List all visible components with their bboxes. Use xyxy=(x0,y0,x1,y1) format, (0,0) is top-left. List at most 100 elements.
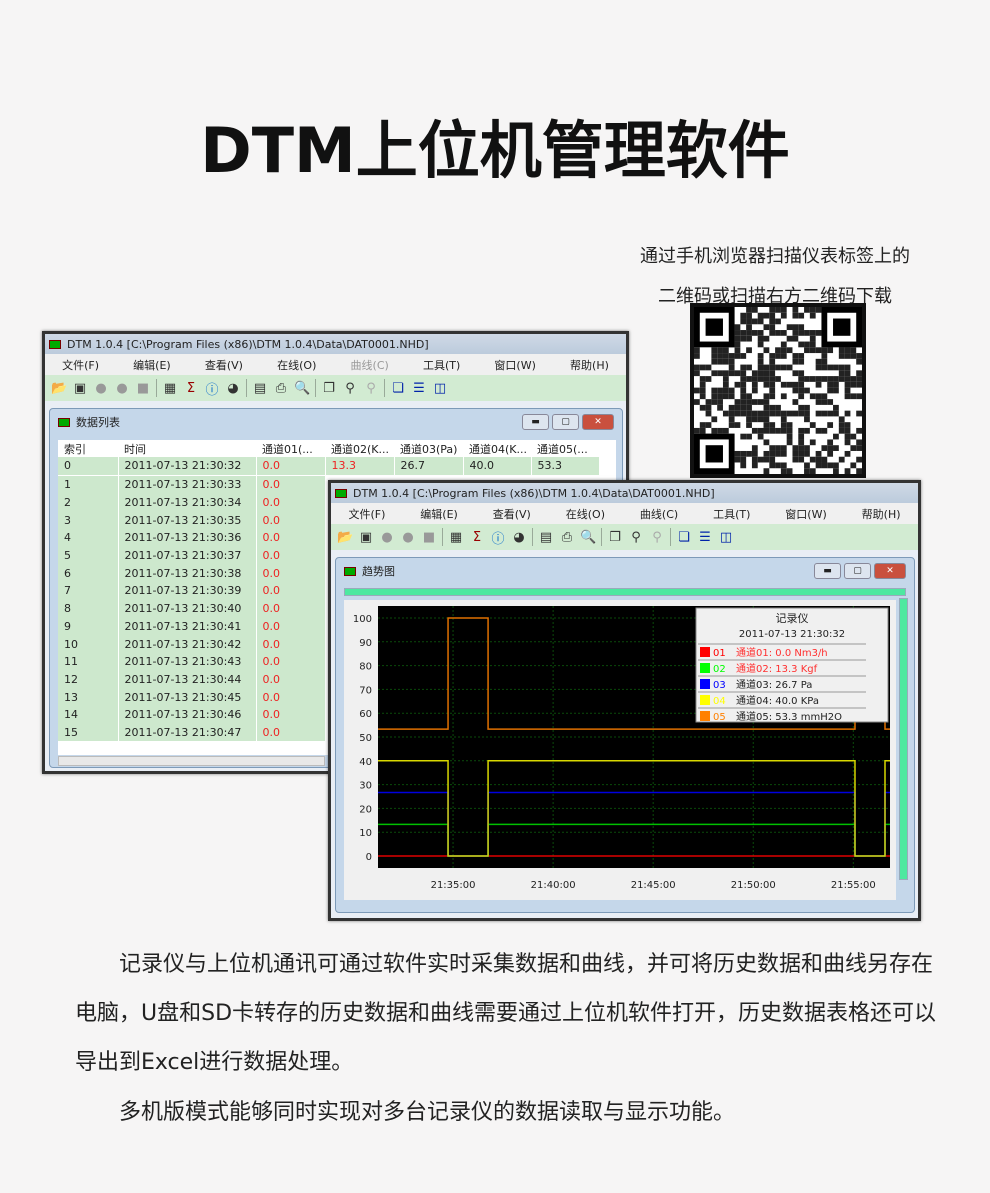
copy-icon[interactable]: ❐ xyxy=(609,529,621,545)
menu-item[interactable]: 查看(V) xyxy=(492,507,531,521)
toolbar-separator xyxy=(315,379,316,397)
column-header[interactable]: 时间 xyxy=(118,440,256,457)
table-cell: 2011-07-13 21:30:32 xyxy=(118,457,257,475)
menu-item[interactable]: 窗口(W) xyxy=(494,358,536,372)
menu-item[interactable]: 工具(T) xyxy=(713,507,751,521)
copy-icon[interactable]: ❐ xyxy=(323,380,335,396)
legend-id: 03 xyxy=(713,680,726,691)
stop-record-icon[interactable]: ● xyxy=(402,529,414,545)
column-header[interactable]: 通道05(... xyxy=(531,440,599,457)
maximize-button[interactable]: ▢ xyxy=(552,414,579,430)
horizontal-scrollbar[interactable] xyxy=(58,756,325,766)
column-header[interactable]: 通道02(K... xyxy=(325,440,394,457)
export-icon[interactable]: ▤ xyxy=(253,380,267,396)
title-bar[interactable]: DTM 1.0.4 [C:\Program Files (x86)\DTM 1.… xyxy=(45,334,626,354)
export-icon[interactable]: ▤ xyxy=(539,529,553,545)
stop-icon[interactable]: ■ xyxy=(136,380,150,396)
vertical-scrollbar[interactable] xyxy=(899,598,908,880)
tile-vertical-icon[interactable]: ◫ xyxy=(433,380,447,396)
minimize-button[interactable]: ▬ xyxy=(814,563,841,579)
table-cell: 11 xyxy=(58,652,119,671)
grid-icon[interactable]: ▦ xyxy=(163,380,177,396)
zoom-in-icon[interactable]: ⚲ xyxy=(345,380,355,396)
open-folder-icon[interactable]: 📂 xyxy=(51,380,68,396)
horizontal-scrollbar[interactable] xyxy=(344,588,906,596)
menu-item[interactable]: 文件(F) xyxy=(62,358,99,372)
tile-horizontal-icon[interactable]: ☰ xyxy=(699,529,711,545)
tile-vertical-icon[interactable]: ◫ xyxy=(719,529,733,545)
minimize-button[interactable]: ▬ xyxy=(522,414,549,430)
menu-item[interactable]: 曲线(C) xyxy=(350,358,389,372)
menu-item[interactable]: 工具(T) xyxy=(422,358,461,372)
table-cell: 6 xyxy=(58,564,119,583)
record-icon[interactable]: ● xyxy=(95,380,107,396)
column-header[interactable]: 通道04(K... xyxy=(463,440,531,457)
menu-item[interactable]: 曲线(C) xyxy=(639,507,679,521)
maximize-button[interactable]: ▢ xyxy=(844,563,871,579)
open-folder-icon[interactable]: 📂 xyxy=(337,529,354,545)
pie-icon[interactable]: ◕ xyxy=(227,380,239,396)
stop-icon[interactable]: ■ xyxy=(422,529,436,545)
sigma-icon[interactable]: Σ xyxy=(186,380,196,396)
info-icon[interactable]: ⓘ xyxy=(491,531,505,547)
table-cell: 2011-07-13 21:30:43 xyxy=(118,652,257,671)
cascade-icon[interactable]: ❏ xyxy=(392,380,404,396)
table-cell: 2011-07-13 21:30:46 xyxy=(118,705,257,724)
menu-item[interactable]: 在线(O) xyxy=(565,507,605,521)
sigma-icon[interactable]: Σ xyxy=(472,529,482,545)
table-cell: 2011-07-13 21:30:37 xyxy=(118,546,257,565)
menu-item[interactable]: 文件(F) xyxy=(348,507,386,521)
print-icon[interactable]: ⎙ xyxy=(275,380,287,396)
column-header[interactable]: 通道03(Pa) xyxy=(394,440,463,457)
print-icon[interactable]: ⎙ xyxy=(561,529,573,545)
menu-item[interactable]: 帮助(H) xyxy=(570,358,609,372)
pie-icon[interactable]: ◕ xyxy=(513,529,525,545)
info-icon[interactable]: ⓘ xyxy=(205,382,219,398)
menu-item[interactable]: 窗口(W) xyxy=(785,507,827,521)
menu-item[interactable]: 帮助(H) xyxy=(861,507,901,521)
column-header[interactable]: 索引 xyxy=(58,440,118,457)
menu-item[interactable]: 查看(V) xyxy=(204,358,243,372)
table-cell: 8 xyxy=(58,599,119,618)
table-cell: 15 xyxy=(58,723,119,742)
menu-item[interactable]: 在线(O) xyxy=(277,358,317,372)
x-tick-label: 21:35:00 xyxy=(431,880,476,891)
table-row[interactable]: 0 2011-07-13 21:30:32 0.0 13.3 26.7 40.0 53.3 xyxy=(58,457,600,475)
zoom-out-icon[interactable]: ⚲ xyxy=(652,529,662,545)
trend-icon[interactable]: ▣ xyxy=(73,380,87,396)
zoom-in-icon[interactable]: ⚲ xyxy=(631,529,641,545)
grid-icon[interactable]: ▦ xyxy=(449,529,463,545)
trend-icon[interactable]: ▣ xyxy=(359,529,373,545)
close-button[interactable]: ✕ xyxy=(874,563,906,579)
print-preview-icon[interactable]: 🔍 xyxy=(294,380,311,396)
tile-horizontal-icon[interactable]: ☰ xyxy=(413,380,425,396)
toolbar-separator xyxy=(246,379,247,397)
title-bar[interactable]: DTM 1.0.4 [C:\Program Files (x86)\DTM 1.… xyxy=(331,483,918,503)
zoom-out-icon[interactable]: ⚲ xyxy=(366,380,376,396)
stop-record-icon[interactable]: ● xyxy=(116,380,128,396)
menu-item[interactable]: 编辑(E) xyxy=(133,358,171,372)
close-button[interactable]: ✕ xyxy=(582,414,614,430)
record-icon[interactable]: ● xyxy=(381,529,393,545)
print-preview-icon[interactable]: 🔍 xyxy=(580,529,597,545)
cascade-icon[interactable]: ❏ xyxy=(678,529,690,545)
menu-item[interactable]: 编辑(E) xyxy=(420,507,458,521)
column-header[interactable]: 通道01(... xyxy=(256,440,325,457)
